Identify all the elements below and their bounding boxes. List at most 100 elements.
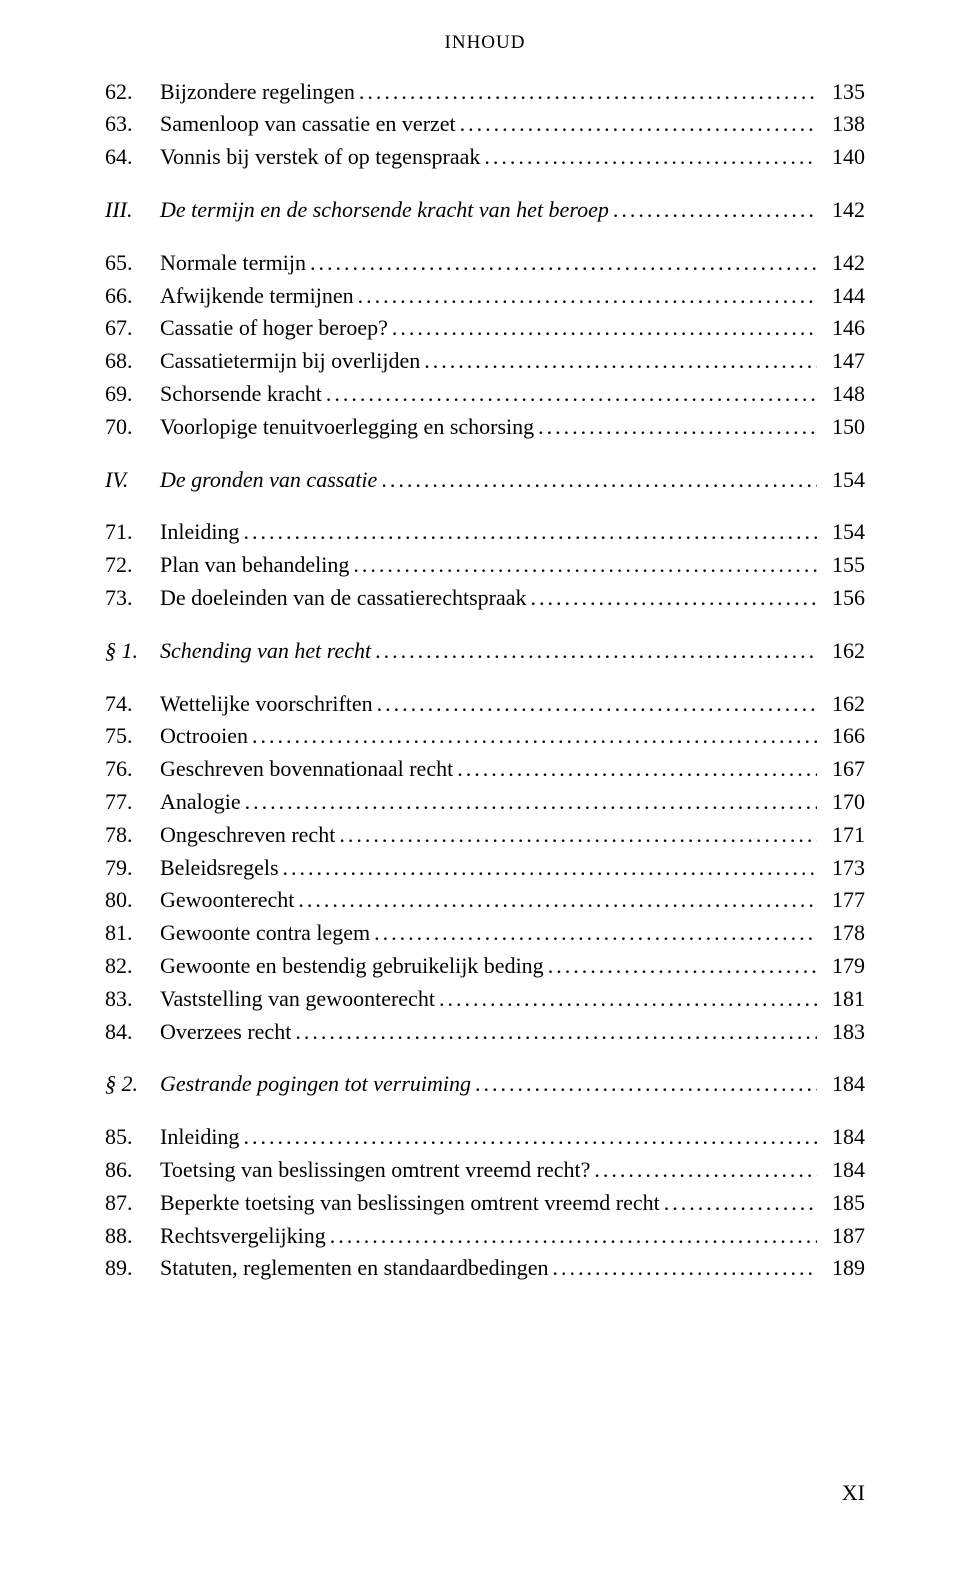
section-number: IV. xyxy=(105,465,160,496)
toc-entry: 84.Overzees recht183 xyxy=(105,1017,865,1048)
entry-title: Vonnis bij verstek of op tegenspraak xyxy=(160,142,480,173)
page-number: 181 xyxy=(817,984,865,1015)
entry-number: 77. xyxy=(105,787,160,818)
page-number: 189 xyxy=(817,1253,865,1284)
entry-title: Voorlopige tenuitvoerlegging en schorsin… xyxy=(160,412,534,443)
dot-leader xyxy=(322,379,817,410)
toc-entry: 85.Inleiding184 xyxy=(105,1122,865,1153)
entry-title: Rechtsvergelijking xyxy=(160,1221,326,1252)
toc-entry: 76.Geschreven bovennationaal recht 167 xyxy=(105,754,865,785)
page-number: 167 xyxy=(817,754,865,785)
entry-number: 73. xyxy=(105,583,160,614)
entry-title: Overzees recht xyxy=(160,1017,291,1048)
toc-entry: 69.Schorsende kracht148 xyxy=(105,379,865,410)
toc-entry: 80.Gewoonterecht177 xyxy=(105,885,865,916)
page-number: 184 xyxy=(817,1155,865,1186)
entry-number: 75. xyxy=(105,721,160,752)
entry-number: 81. xyxy=(105,918,160,949)
page-number: 138 xyxy=(817,109,865,140)
toc-section-heading: III.De termijn en de schorsende kracht v… xyxy=(105,195,865,226)
toc-entry: 65.Normale termijn142 xyxy=(105,248,865,279)
page-number: 185 xyxy=(817,1188,865,1219)
page-number: 184 xyxy=(817,1069,865,1100)
dot-leader xyxy=(456,109,817,140)
entry-number: 82. xyxy=(105,951,160,982)
entry-number: 66. xyxy=(105,281,160,312)
toc-entry: 72.Plan van behandeling155 xyxy=(105,550,865,581)
toc-entry: 81.Gewoonte contra legem178 xyxy=(105,918,865,949)
dot-leader xyxy=(609,195,817,226)
entry-title: Plan van behandeling xyxy=(160,550,349,581)
entry-title: Cassatie of hoger beroep? xyxy=(160,313,388,344)
page-number: 150 xyxy=(817,412,865,443)
toc-entry: 64.Vonnis bij verstek of op tegenspraak1… xyxy=(105,142,865,173)
toc-entry: 88.Rechtsvergelijking187 xyxy=(105,1221,865,1252)
entry-title: Analogie xyxy=(160,787,241,818)
entry-title: Statuten, reglementen en standaardbeding… xyxy=(160,1253,549,1284)
entry-title: Wettelijke voorschriften xyxy=(160,689,373,720)
dot-leader xyxy=(453,754,817,785)
entry-number: 76. xyxy=(105,754,160,785)
dot-leader xyxy=(377,465,817,496)
entry-title: Inleiding xyxy=(160,517,239,548)
toc-entry: 79.Beleidsregels173 xyxy=(105,853,865,884)
entry-title: Geschreven bovennationaal recht xyxy=(160,754,453,785)
section-title: De gronden van cassatie xyxy=(160,465,377,496)
toc-entry: 75.Octrooien166 xyxy=(105,721,865,752)
dot-leader xyxy=(241,787,817,818)
dot-leader xyxy=(435,984,817,1015)
dot-leader xyxy=(549,1253,817,1284)
page-number: 183 xyxy=(817,1017,865,1048)
page-number: 144 xyxy=(817,281,865,312)
entry-title: Gewoonte en bestendig gebruikelijk bedin… xyxy=(160,951,544,982)
dot-leader xyxy=(291,1017,817,1048)
entry-number: 74. xyxy=(105,689,160,720)
dot-leader xyxy=(335,820,817,851)
dot-leader xyxy=(370,918,817,949)
page-number: 162 xyxy=(817,636,865,667)
entry-number: 79. xyxy=(105,853,160,884)
entry-number: 63. xyxy=(105,109,160,140)
page-header: INHOUD xyxy=(105,30,865,57)
page-number: 154 xyxy=(817,465,865,496)
toc-entry: 74.Wettelijke voorschriften162 xyxy=(105,689,865,720)
dot-leader xyxy=(354,281,817,312)
entry-number: 68. xyxy=(105,346,160,377)
entry-title: Bijzondere regelingen xyxy=(160,77,355,108)
dot-leader xyxy=(527,583,818,614)
toc-entry: 68.Cassatietermijn bij overlijden147 xyxy=(105,346,865,377)
section-number: § 1. xyxy=(105,636,160,667)
toc-section-heading: § 1.Schending van het recht162 xyxy=(105,636,865,667)
dot-leader xyxy=(306,248,817,279)
entry-title: Beperkte toetsing van beslissingen omtre… xyxy=(160,1188,660,1219)
page-number: 179 xyxy=(817,951,865,982)
page-number: 156 xyxy=(817,583,865,614)
page-number: 171 xyxy=(817,820,865,851)
dot-leader xyxy=(239,1122,817,1153)
entry-number: 65. xyxy=(105,248,160,279)
dot-leader xyxy=(480,142,817,173)
toc-entry: 71.Inleiding154 xyxy=(105,517,865,548)
dot-leader xyxy=(326,1221,817,1252)
toc-entry: 78.Ongeschreven recht171 xyxy=(105,820,865,851)
entry-title: Gewoonterecht xyxy=(160,885,294,916)
page-number: 155 xyxy=(817,550,865,581)
entry-title: Inleiding xyxy=(160,1122,239,1153)
dot-leader xyxy=(373,689,817,720)
page-number: 142 xyxy=(817,195,865,226)
dot-leader xyxy=(471,1069,817,1100)
toc-entry: 70.Voorlopige tenuitvoerlegging en schor… xyxy=(105,412,865,443)
dot-leader xyxy=(279,853,817,884)
entry-title: Ongeschreven recht xyxy=(160,820,335,851)
toc-entry: 87.Beperkte toetsing van beslissingen om… xyxy=(105,1188,865,1219)
entry-number: 83. xyxy=(105,984,160,1015)
page-number: 135 xyxy=(817,77,865,108)
dot-leader xyxy=(420,346,817,377)
toc-entry: 63.Samenloop van cassatie en verzet138 xyxy=(105,109,865,140)
dot-leader xyxy=(294,885,817,916)
page-number: 170 xyxy=(817,787,865,818)
dot-leader xyxy=(355,77,817,108)
entry-number: 87. xyxy=(105,1188,160,1219)
page-number-footer: XI xyxy=(842,1478,865,1509)
entry-title: De doeleinden van de cassatierechtspraak xyxy=(160,583,527,614)
